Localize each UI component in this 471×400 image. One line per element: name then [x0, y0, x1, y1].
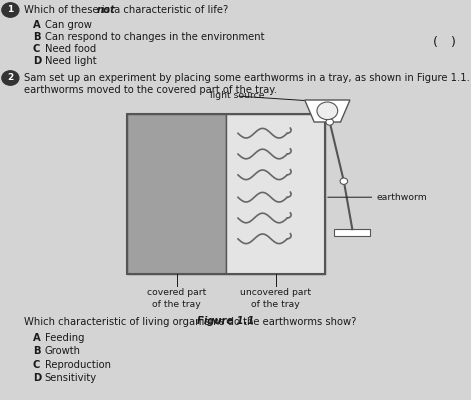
Text: 2: 2 — [7, 74, 14, 82]
Text: B: B — [33, 346, 41, 356]
Text: earthworm: earthworm — [377, 193, 428, 202]
Text: Which characteristic of living organisms do the earthworms show?: Which characteristic of living organisms… — [24, 317, 356, 327]
Text: Sam set up an experiment by placing some earthworms in a tray, as shown in Figur: Sam set up an experiment by placing some… — [24, 73, 471, 83]
Text: uncovered part
of the tray: uncovered part of the tray — [240, 288, 311, 309]
Bar — [334, 229, 370, 236]
Text: earthworms moved to the covered part of the tray.: earthworms moved to the covered part of … — [24, 85, 276, 95]
Text: Reproduction: Reproduction — [45, 360, 111, 370]
Text: B: B — [33, 32, 41, 42]
Bar — [226, 114, 325, 274]
Text: C: C — [33, 44, 41, 54]
Text: Can grow: Can grow — [45, 20, 92, 30]
Text: Figure 1.1: Figure 1.1 — [197, 316, 255, 326]
Text: covered part
of the tray: covered part of the tray — [147, 288, 206, 309]
Text: D: D — [33, 373, 41, 383]
Text: Can respond to changes in the environment: Can respond to changes in the environmen… — [45, 32, 264, 42]
Text: 1: 1 — [7, 6, 14, 14]
Circle shape — [340, 178, 348, 184]
Text: Growth: Growth — [45, 346, 81, 356]
Bar — [127, 114, 325, 274]
Text: ): ) — [450, 36, 455, 49]
Text: D: D — [33, 56, 41, 66]
Text: Sensitivity: Sensitivity — [45, 373, 97, 383]
Bar — [127, 114, 226, 274]
Text: A: A — [33, 333, 41, 343]
Circle shape — [326, 119, 333, 125]
Text: Which of these is: Which of these is — [24, 5, 113, 15]
Text: (: ( — [433, 36, 439, 49]
Text: not: not — [97, 5, 115, 15]
Text: C: C — [33, 360, 41, 370]
Circle shape — [317, 102, 338, 120]
Text: A: A — [33, 20, 41, 30]
Text: Feeding: Feeding — [45, 333, 84, 343]
Polygon shape — [305, 100, 350, 122]
Circle shape — [2, 71, 19, 85]
Text: a characteristic of life?: a characteristic of life? — [111, 5, 228, 15]
Text: light source: light source — [210, 92, 265, 100]
Circle shape — [2, 3, 19, 17]
Text: Need food: Need food — [45, 44, 96, 54]
Text: Need light: Need light — [45, 56, 97, 66]
